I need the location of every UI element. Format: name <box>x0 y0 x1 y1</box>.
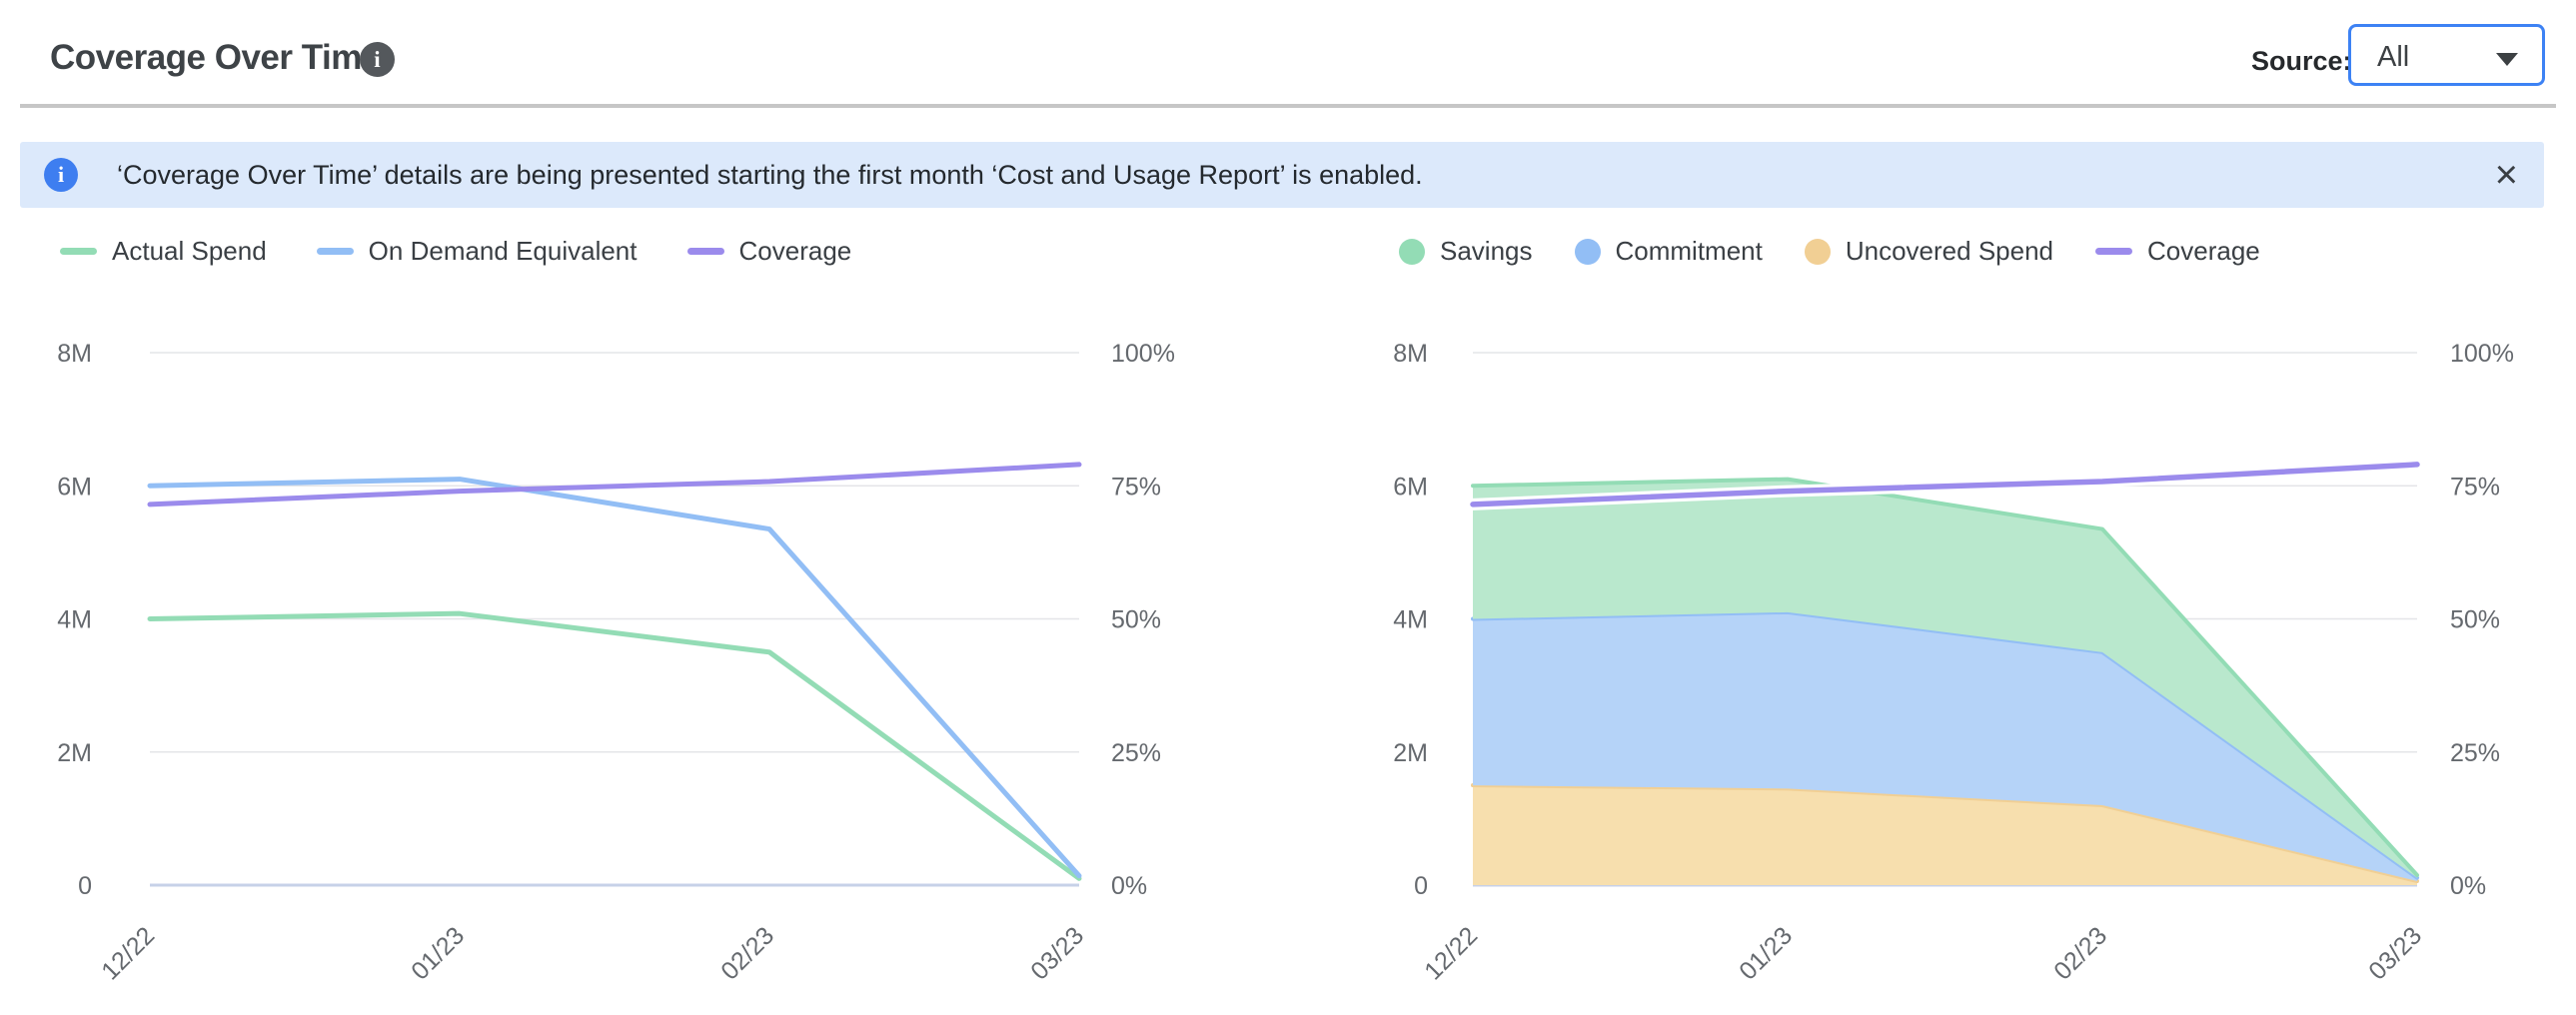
savings-swatch-icon <box>1399 238 1425 265</box>
svg-text:100%: 100% <box>1111 340 1175 368</box>
on-demand-equivalent-swatch-icon <box>316 248 354 255</box>
left-chart-legend: Actual Spend On Demand Equivalent Covera… <box>60 236 851 267</box>
x-axis-labels: 12/22 01/23 02/23 03/23 <box>96 921 1089 985</box>
info-banner: i ‘Coverage Over Time’ details are being… <box>20 142 2544 208</box>
svg-text:75%: 75% <box>2450 473 2500 501</box>
svg-text:75%: 75% <box>1111 473 1161 501</box>
legend-label: Uncovered Spend <box>1845 236 2053 266</box>
legend-item-savings[interactable]: Savings <box>1399 236 1533 267</box>
legend-item-coverage[interactable]: Coverage <box>686 236 852 267</box>
stacked-areas <box>1471 477 2419 885</box>
svg-text:0: 0 <box>78 872 92 900</box>
banner-info-icon: i <box>44 158 78 192</box>
legend-label: Coverage <box>2147 236 2260 266</box>
svg-text:4M: 4M <box>57 606 92 634</box>
banner-text: ‘Coverage Over Time’ details are being p… <box>117 160 1423 190</box>
svg-text:2M: 2M <box>57 739 92 767</box>
header-divider <box>20 104 2556 108</box>
chevron-down-icon <box>2496 53 2518 66</box>
legend-item-commitment[interactable]: Commitment <box>1574 236 1763 267</box>
page-title: Coverage Over Time <box>50 38 381 77</box>
source-dropdown-value: All <box>2377 41 2410 73</box>
svg-text:12/22: 12/22 <box>1419 921 1483 985</box>
source-label: Source: <box>2251 46 2352 76</box>
svg-text:12/22: 12/22 <box>96 921 160 985</box>
legend-item-actual-spend[interactable]: Actual Spend <box>60 236 267 267</box>
legend-label: On Demand Equivalent <box>368 236 638 266</box>
y-axis-right-labels: 100% 75% 50% 25% 0% <box>2450 340 2514 900</box>
svg-text:50%: 50% <box>2450 606 2500 634</box>
y-axis-right-labels: 100% 75% 50% 25% 0% <box>1111 340 1175 900</box>
svg-text:6M: 6M <box>57 473 92 501</box>
commitment-swatch-icon <box>1574 238 1601 265</box>
svg-text:8M: 8M <box>1393 340 1428 368</box>
legend-label: Coverage <box>738 236 852 266</box>
svg-text:50%: 50% <box>1111 606 1161 634</box>
line-series <box>147 462 1082 881</box>
legend-label: Actual Spend <box>112 236 267 266</box>
legend-label: Savings <box>1440 236 1533 266</box>
y-axis-left-labels: 8M 6M 4M 2M 0 <box>57 340 92 900</box>
svg-text:01/23: 01/23 <box>1734 921 1798 985</box>
source-dropdown[interactable]: All <box>2348 24 2545 86</box>
legend-item-on-demand-equivalent[interactable]: On Demand Equivalent <box>316 236 638 267</box>
spend-vs-on-demand-line-chart[interactable]: 8M 6M 4M 2M 0 100% 75% 50% 25% 0% 12/22 01/23 02/23 0… <box>0 300 1288 1015</box>
legend-item-coverage[interactable]: Coverage <box>2095 236 2260 267</box>
coverage-swatch-icon <box>2095 248 2132 255</box>
coverage-swatch-icon <box>686 248 724 255</box>
svg-text:0: 0 <box>1414 872 1428 900</box>
svg-text:02/23: 02/23 <box>2048 921 2112 985</box>
svg-text:0%: 0% <box>2450 872 2486 900</box>
svg-text:6M: 6M <box>1393 473 1428 501</box>
svg-text:03/23: 03/23 <box>1025 921 1089 985</box>
y-axis-left-labels: 8M 6M 4M 2M 0 <box>1393 340 1428 900</box>
svg-text:100%: 100% <box>2450 340 2514 368</box>
uncovered-spend-swatch-icon <box>1804 238 1831 265</box>
svg-text:01/23: 01/23 <box>406 921 470 985</box>
svg-text:2M: 2M <box>1393 739 1428 767</box>
svg-text:25%: 25% <box>1111 739 1161 767</box>
right-chart-legend: Savings Commitment Uncovered Spend Cover… <box>1399 236 2260 267</box>
close-icon[interactable]: × <box>2494 153 2518 197</box>
actual-spend-swatch-icon <box>60 248 97 255</box>
svg-text:03/23: 03/23 <box>2363 921 2427 985</box>
gridlines <box>150 352 1079 887</box>
info-icon[interactable]: i <box>360 42 395 77</box>
page-header: Coverage Over Time i Source: All <box>0 0 2576 108</box>
svg-text:4M: 4M <box>1393 606 1428 634</box>
legend-item-uncovered-spend[interactable]: Uncovered Spend <box>1804 236 2053 267</box>
svg-text:0%: 0% <box>1111 872 1147 900</box>
coverage-line <box>1467 458 2423 510</box>
svg-text:25%: 25% <box>2450 739 2500 767</box>
coverage-stacked-area-chart[interactable]: 8M 6M 4M 2M 0 100% 75% 50% 25% 0% 12/22 01/23 02/23 0… <box>1288 300 2576 1015</box>
x-axis-labels: 12/22 01/23 02/23 03/23 <box>1419 921 2427 985</box>
svg-text:02/23: 02/23 <box>715 921 779 985</box>
legend-label: Commitment <box>1615 236 1763 266</box>
svg-text:8M: 8M <box>57 340 92 368</box>
